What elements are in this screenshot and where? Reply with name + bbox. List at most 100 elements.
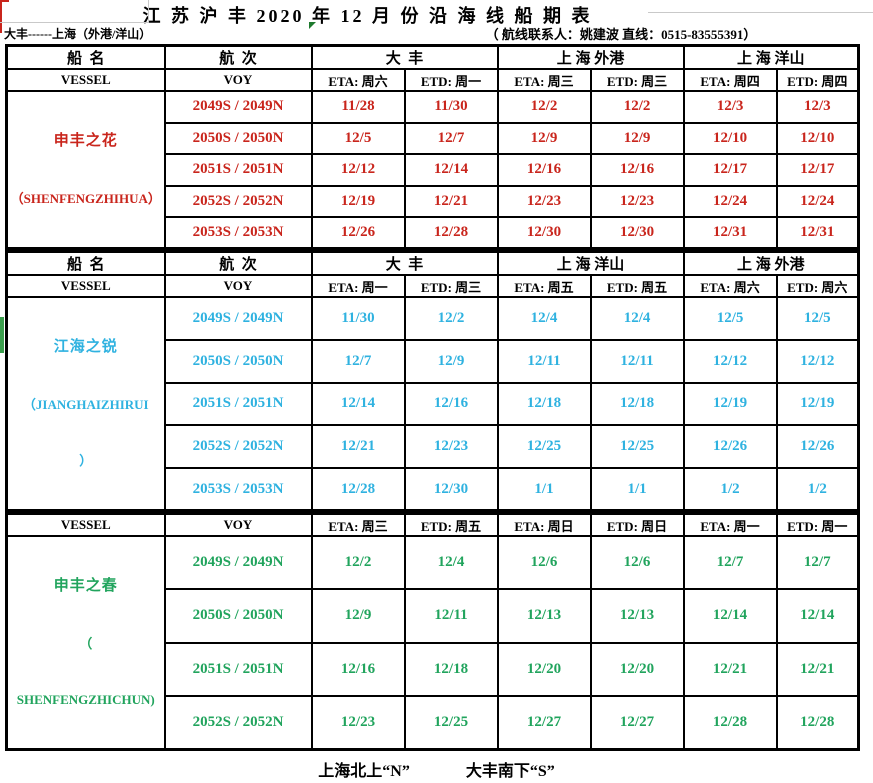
date-cell: 12/21 (310, 424, 406, 469)
day-header: ETD: 周日 (589, 512, 685, 537)
date-cell: 12/10 (682, 121, 778, 155)
date-cell: 12/4 (403, 534, 499, 591)
voyage-cell: 2052S / 2052N (163, 695, 313, 751)
port-header-shanghai-yangshan: 上 海 洋山 (496, 250, 685, 276)
left-edge-green-strip (0, 317, 4, 353)
date-cell: 12/20 (496, 641, 592, 698)
gridline-horizontal-right (648, 12, 873, 13)
date-cell: 12/11 (403, 588, 499, 644)
date-cell: 12/7 (775, 534, 860, 591)
port-header-shanghai-waigang: 上 海 外港 (496, 44, 685, 70)
port-header-dafeng: 大 丰 (310, 44, 499, 70)
date-cell: 12/19 (682, 381, 778, 427)
date-cell: 12/3 (775, 90, 860, 124)
date-cell: 12/30 (496, 216, 592, 250)
vessel-name: 江海之锐 （JIANGHAIZHIRUI ） (5, 296, 166, 512)
voyage-cell: 2050S / 2050N (163, 121, 313, 155)
vessel-name: 申丰之花 （SHENFENGZHIHUA） (5, 90, 166, 250)
date-cell: 12/14 (310, 381, 406, 427)
vessel-name: 申丰之春 （ SHENFENGZHICHUN) (5, 534, 166, 751)
date-cell: 12/7 (682, 534, 778, 591)
date-cell: 11/30 (310, 296, 406, 341)
day-header-row: VESSEL VOY ETA: 周六 ETD: 周一 ETA: 周三 ETD: … (5, 68, 860, 92)
day-header: ETD: 周六 (775, 274, 860, 298)
date-cell: 12/5 (682, 296, 778, 341)
date-cell: 12/13 (496, 588, 592, 644)
col-header-vessel-en: VESSEL (5, 512, 166, 537)
table-row: 申丰之花 （SHENFENGZHIHUA） 2049S / 2049N 11/2… (5, 90, 860, 250)
date-cell: 12/10 (775, 121, 860, 155)
date-cell: 12/4 (589, 296, 685, 341)
date-cell: 12/23 (403, 424, 499, 469)
cell-corner-marker-icon (309, 22, 316, 29)
col-header-vessel-en: VESSEL (5, 274, 166, 298)
footer-north-label: 上海北上“N” (318, 762, 410, 780)
col-header-vessel-cn: 船 名 (5, 250, 166, 276)
date-cell: 12/14 (682, 588, 778, 644)
vessel-name-cn: 江海之锐 (53, 339, 118, 355)
footer-south-label: 大丰南下“S” (465, 762, 555, 780)
date-cell: 1/2 (682, 467, 778, 512)
page-title: 江 苏 沪 丰 2020 年 12 月 份 沿 海 线 船 期 表 (142, 6, 593, 26)
date-cell: 12/19 (310, 184, 406, 218)
date-cell: 12/2 (496, 90, 592, 124)
day-header: ETD: 周三 (403, 274, 499, 298)
day-header: ETD: 周五 (589, 274, 685, 298)
vessel-name-cn: 申丰之花 (53, 133, 118, 149)
date-cell: 12/28 (310, 467, 406, 512)
vessel-name-en: （ (79, 635, 93, 651)
table-row: 2051S / 2051N 12/14 12/16 12/18 12/18 12… (7, 381, 860, 427)
vessel-name-en: （JIANGHAIZHIRUI (22, 396, 149, 412)
footer-note: 上海北上“N” 大丰南下“S” (0, 751, 873, 783)
voyage-cell: 2051S / 2051N (163, 641, 313, 698)
voyage-cell: 2051S / 2051N (163, 381, 313, 427)
voyage-cell: 2052S / 2052N (163, 424, 313, 469)
day-header: ETA: 周五 (496, 274, 592, 298)
day-header: ETA: 周一 (310, 274, 406, 298)
port-header-row: 船 名 航 次 大 丰 上 海 外港 上 海 洋山 (5, 44, 860, 70)
date-cell: 12/9 (496, 121, 592, 155)
day-header-row: VESSEL VOY ETA: 周一 ETD: 周三 ETA: 周五 ETD: … (5, 274, 860, 298)
date-cell: 1/1 (496, 467, 592, 512)
col-header-voy-en: VOY (163, 68, 313, 92)
date-cell: 12/31 (775, 216, 860, 250)
date-cell: 12/12 (310, 153, 406, 187)
date-cell: 1/2 (775, 467, 860, 512)
date-cell: 12/25 (403, 695, 499, 751)
date-cell: 12/7 (403, 121, 499, 155)
port-header-shanghai-waigang: 上 海 外港 (682, 250, 860, 276)
table-row: 2050S / 2050N 12/7 12/9 12/11 12/11 12/1… (7, 338, 860, 384)
date-cell: 12/14 (403, 153, 499, 187)
date-cell: 12/17 (775, 153, 860, 187)
contact-cell: （ 航线联系人：姚建波 直线：0515-83555391） (309, 22, 873, 43)
voyage-cell: 2053S / 2053N (163, 467, 313, 512)
date-cell: 12/5 (310, 121, 406, 155)
col-header-voy-cn: 航 次 (163, 250, 313, 276)
date-cell: 12/28 (682, 695, 778, 751)
vessel-name-en2: SHENFENGZHICHUN) (16, 691, 155, 707)
voyage-cell: 2052S / 2052N (163, 184, 313, 218)
date-cell: 11/30 (403, 90, 499, 124)
date-cell: 12/16 (496, 153, 592, 187)
date-cell: 12/19 (775, 381, 860, 427)
date-cell: 12/30 (589, 216, 685, 250)
voyage-cell: 2050S / 2050N (163, 588, 313, 644)
day-header: ETD: 周四 (775, 68, 860, 92)
col-header-vessel-en: VESSEL (5, 68, 166, 92)
date-cell: 12/9 (589, 121, 685, 155)
day-header: ETA: 周一 (682, 512, 778, 537)
vessel-name-en: （SHENFENGZHIHUA） (10, 190, 161, 206)
day-header: ETD: 周五 (403, 512, 499, 537)
date-cell: 12/26 (310, 216, 406, 250)
date-cell: 12/6 (589, 534, 685, 591)
date-cell: 12/14 (775, 588, 860, 644)
date-cell: 12/25 (496, 424, 592, 469)
date-cell: 12/2 (589, 90, 685, 124)
date-cell: 12/11 (496, 338, 592, 384)
day-header: ETA: 周六 (682, 274, 778, 298)
date-cell: 12/26 (682, 424, 778, 469)
date-cell: 12/27 (589, 695, 685, 751)
date-cell: 12/16 (310, 641, 406, 698)
day-header: ETA: 周日 (496, 512, 592, 537)
title-row: 江 苏 沪 丰 2020 年 12 月 份 沿 海 线 船 期 表 (0, 0, 873, 26)
